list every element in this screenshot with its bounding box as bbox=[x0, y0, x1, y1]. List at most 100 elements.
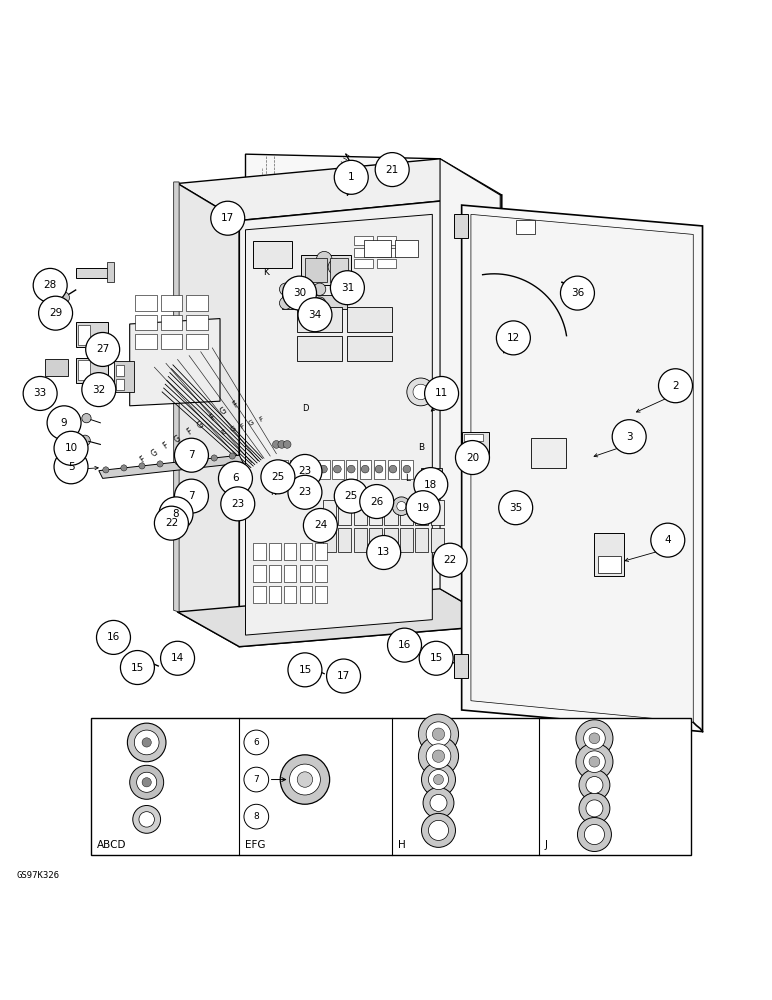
Circle shape bbox=[306, 465, 313, 473]
Bar bbox=[161, 315, 182, 330]
Circle shape bbox=[584, 728, 605, 749]
Circle shape bbox=[317, 251, 332, 267]
Text: D: D bbox=[302, 404, 308, 413]
Circle shape bbox=[130, 765, 164, 799]
Text: 23: 23 bbox=[231, 499, 245, 509]
Bar bbox=[305, 258, 327, 282]
Text: 19: 19 bbox=[416, 503, 430, 513]
Circle shape bbox=[577, 818, 611, 851]
Bar bbox=[415, 500, 428, 525]
Circle shape bbox=[428, 820, 449, 840]
Bar bbox=[354, 500, 367, 525]
Text: H: H bbox=[398, 840, 405, 850]
Circle shape bbox=[174, 438, 208, 472]
Circle shape bbox=[107, 630, 120, 643]
Circle shape bbox=[159, 497, 193, 531]
Circle shape bbox=[389, 465, 397, 473]
Circle shape bbox=[139, 463, 145, 469]
Circle shape bbox=[425, 376, 459, 410]
Circle shape bbox=[328, 259, 344, 275]
Text: 13: 13 bbox=[377, 547, 391, 557]
Bar bbox=[364, 240, 391, 257]
Circle shape bbox=[496, 321, 530, 355]
Circle shape bbox=[612, 420, 646, 454]
Text: 27: 27 bbox=[96, 344, 110, 354]
Circle shape bbox=[292, 465, 300, 473]
Bar bbox=[516, 220, 535, 234]
Bar bbox=[369, 528, 382, 552]
Text: J: J bbox=[544, 840, 547, 850]
Text: 8: 8 bbox=[253, 812, 259, 821]
Circle shape bbox=[426, 722, 451, 747]
Text: 31: 31 bbox=[340, 283, 354, 293]
Circle shape bbox=[57, 292, 69, 304]
Text: 7: 7 bbox=[188, 450, 195, 460]
Circle shape bbox=[397, 502, 406, 511]
Text: 22: 22 bbox=[164, 518, 178, 528]
Bar bbox=[297, 307, 342, 332]
Bar bbox=[300, 586, 312, 603]
Text: G: G bbox=[229, 425, 237, 433]
Bar bbox=[400, 528, 413, 552]
Bar bbox=[186, 315, 208, 330]
Circle shape bbox=[154, 506, 188, 540]
Circle shape bbox=[165, 644, 193, 672]
Bar bbox=[116, 365, 124, 376]
Bar bbox=[369, 500, 382, 525]
Bar bbox=[158, 514, 181, 531]
Bar bbox=[161, 334, 182, 349]
Bar bbox=[377, 236, 396, 245]
Circle shape bbox=[433, 543, 467, 577]
Polygon shape bbox=[245, 214, 432, 635]
Bar bbox=[116, 379, 124, 390]
Text: K: K bbox=[269, 488, 276, 497]
Bar bbox=[300, 565, 312, 582]
Bar bbox=[282, 295, 347, 309]
Circle shape bbox=[579, 770, 610, 800]
Bar bbox=[284, 543, 296, 560]
Text: 15: 15 bbox=[429, 653, 443, 663]
Circle shape bbox=[273, 441, 280, 448]
Circle shape bbox=[193, 457, 199, 463]
Bar bbox=[531, 438, 566, 468]
Circle shape bbox=[175, 459, 181, 465]
Polygon shape bbox=[471, 214, 693, 722]
Text: G: G bbox=[196, 420, 205, 430]
Circle shape bbox=[54, 431, 88, 465]
Circle shape bbox=[560, 276, 594, 310]
Polygon shape bbox=[174, 182, 179, 612]
Circle shape bbox=[388, 628, 422, 662]
Circle shape bbox=[422, 763, 455, 797]
Text: F: F bbox=[185, 427, 194, 437]
Bar bbox=[45, 359, 68, 376]
Circle shape bbox=[432, 750, 445, 762]
Text: GS97K326: GS97K326 bbox=[17, 871, 60, 880]
Bar bbox=[323, 528, 336, 552]
Text: C: C bbox=[424, 387, 430, 396]
Circle shape bbox=[576, 743, 613, 780]
Circle shape bbox=[418, 736, 459, 776]
Circle shape bbox=[86, 332, 120, 366]
Circle shape bbox=[104, 627, 124, 647]
Text: 29: 29 bbox=[49, 308, 63, 318]
Text: F: F bbox=[258, 416, 264, 423]
Bar bbox=[318, 460, 330, 479]
Circle shape bbox=[296, 297, 309, 309]
Text: EFG: EFG bbox=[245, 840, 266, 850]
Polygon shape bbox=[178, 183, 239, 647]
Text: 17: 17 bbox=[337, 671, 350, 681]
Circle shape bbox=[221, 487, 255, 521]
Bar bbox=[135, 315, 157, 330]
Bar bbox=[384, 500, 398, 525]
Text: 2: 2 bbox=[672, 381, 679, 391]
Circle shape bbox=[428, 770, 449, 790]
Circle shape bbox=[103, 467, 109, 473]
Bar bbox=[598, 556, 621, 573]
Polygon shape bbox=[76, 268, 108, 278]
Circle shape bbox=[367, 536, 401, 569]
Circle shape bbox=[134, 730, 159, 755]
Circle shape bbox=[414, 468, 448, 502]
Bar bbox=[91, 718, 691, 855]
Circle shape bbox=[211, 201, 245, 235]
Circle shape bbox=[432, 728, 445, 740]
